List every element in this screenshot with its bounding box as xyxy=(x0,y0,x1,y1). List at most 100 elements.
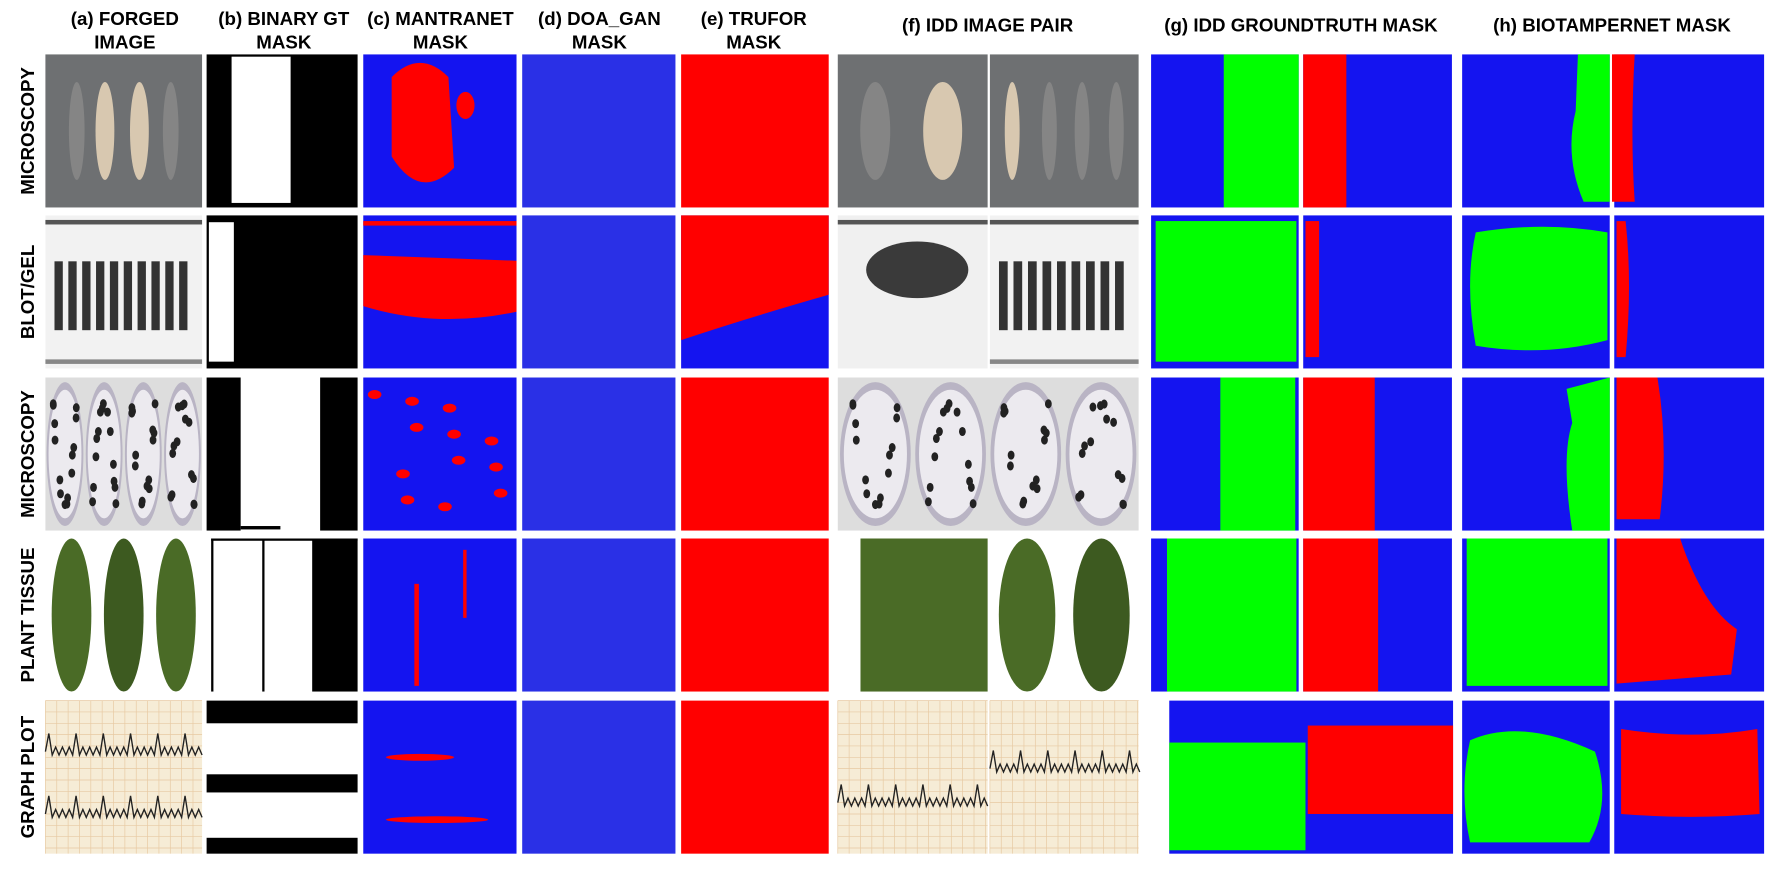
panel-region xyxy=(363,538,517,692)
spot xyxy=(167,492,175,502)
spot xyxy=(893,413,901,423)
blob xyxy=(451,455,466,465)
panel-region xyxy=(1303,54,1347,208)
panel-region xyxy=(363,221,517,226)
spot xyxy=(112,499,120,509)
panel-region xyxy=(211,538,214,692)
band xyxy=(1071,261,1081,331)
spot xyxy=(128,403,136,413)
spot xyxy=(49,399,57,409)
blob xyxy=(405,396,419,406)
spot xyxy=(849,399,857,409)
column-header: (e) TRUFOR xyxy=(701,8,808,29)
panel-region xyxy=(1166,538,1297,692)
blob xyxy=(484,436,499,446)
spot xyxy=(964,459,972,469)
band xyxy=(866,241,969,299)
spot xyxy=(56,475,64,485)
spot xyxy=(860,81,891,180)
panel-region xyxy=(1307,725,1454,814)
spot xyxy=(863,489,871,499)
panel-region xyxy=(208,222,234,362)
blob xyxy=(442,403,457,413)
panel-region xyxy=(1220,377,1296,531)
blob xyxy=(385,753,455,761)
panel-region xyxy=(231,56,291,203)
panel-region xyxy=(206,774,358,793)
band xyxy=(989,359,1139,364)
spot xyxy=(93,433,101,444)
spot xyxy=(1081,441,1088,451)
spot xyxy=(1019,499,1027,509)
spot xyxy=(106,426,114,437)
spot xyxy=(149,435,157,445)
panel-region xyxy=(522,377,676,531)
spot xyxy=(72,413,80,423)
trace xyxy=(44,733,203,758)
panel-region xyxy=(262,538,265,692)
blob xyxy=(363,255,517,320)
band xyxy=(1115,261,1124,331)
spot xyxy=(1040,425,1048,435)
spot xyxy=(111,482,119,492)
panel-region xyxy=(363,700,517,854)
blob xyxy=(1616,221,1630,358)
band xyxy=(82,261,91,331)
column-header: (d) DOA_GAN xyxy=(538,8,661,29)
panel-region xyxy=(522,538,676,692)
spot xyxy=(926,482,934,492)
spot xyxy=(138,499,146,509)
spot xyxy=(68,450,76,460)
spot xyxy=(63,499,71,509)
panel-region xyxy=(681,377,829,531)
column-header: MASK xyxy=(413,32,469,53)
blob xyxy=(489,462,503,472)
spot xyxy=(51,419,59,429)
column-header: (f) IDD IMAGE PAIR xyxy=(902,15,1074,36)
spot xyxy=(57,489,64,499)
column-header: (g) IDD GROUNDTRUTH MASK xyxy=(1164,15,1438,36)
blob xyxy=(438,502,452,512)
spot xyxy=(886,450,893,460)
band xyxy=(54,261,63,331)
spot xyxy=(1000,403,1008,413)
spot xyxy=(190,499,198,510)
band xyxy=(151,261,160,331)
blob xyxy=(1616,538,1737,684)
spot xyxy=(953,407,961,417)
photo xyxy=(989,700,1139,854)
spot xyxy=(188,470,195,480)
band xyxy=(989,219,1139,225)
spot xyxy=(89,497,96,507)
spot xyxy=(1041,81,1057,180)
spot xyxy=(967,482,975,492)
blob xyxy=(1611,54,1635,202)
spot xyxy=(145,475,153,485)
band xyxy=(1013,261,1023,331)
spot xyxy=(1087,437,1095,447)
panel-region xyxy=(1466,538,1608,686)
spot xyxy=(1004,81,1020,180)
band xyxy=(45,219,203,225)
spot xyxy=(888,442,896,453)
dish xyxy=(843,389,907,519)
spot xyxy=(94,426,102,437)
band xyxy=(1086,261,1095,331)
panel-region xyxy=(1614,54,1765,208)
blob xyxy=(1470,226,1608,351)
spot xyxy=(130,81,149,180)
band xyxy=(837,219,988,225)
column-header: (c) MANTRANET xyxy=(367,8,514,29)
spot xyxy=(875,499,883,509)
photo xyxy=(45,700,203,854)
blob xyxy=(447,429,461,439)
blob xyxy=(493,488,508,498)
spot xyxy=(936,426,943,437)
band xyxy=(123,261,133,331)
band xyxy=(179,261,188,331)
band xyxy=(1100,261,1110,331)
blob xyxy=(1621,728,1760,817)
row-label: MICROSCOPY xyxy=(17,67,38,195)
row-label: GRAPH PLOT xyxy=(17,715,38,838)
panel-region xyxy=(206,837,358,854)
